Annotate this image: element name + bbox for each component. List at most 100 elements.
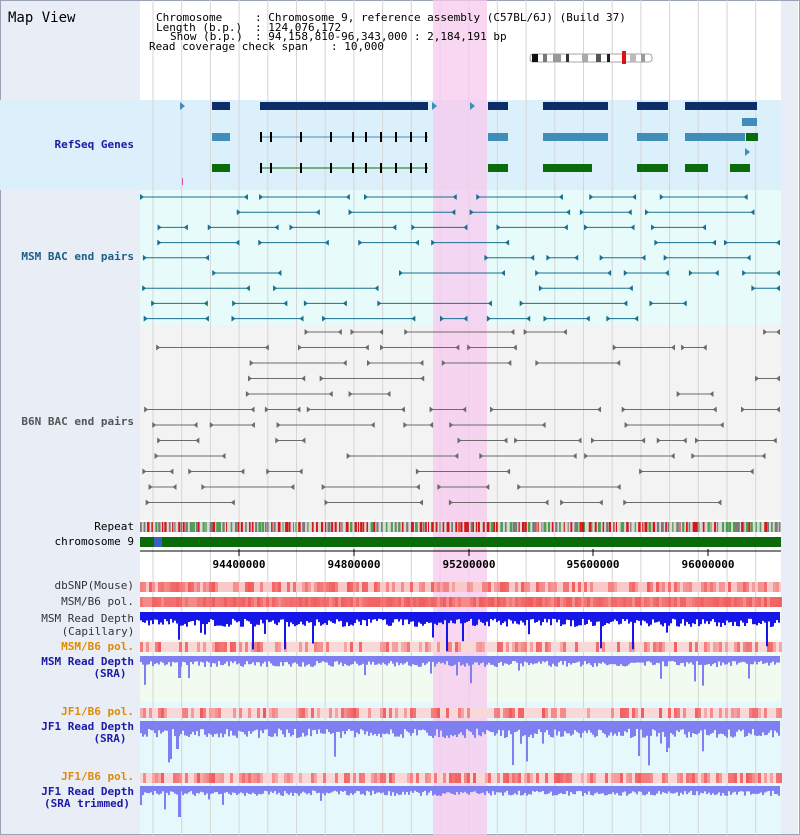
depth-bar	[502, 786, 504, 796]
depth-bar	[618, 612, 620, 625]
depth-bar	[440, 786, 442, 796]
gene-exon-tick	[380, 163, 382, 173]
depth-bar	[642, 721, 644, 738]
repeat-element	[576, 522, 579, 532]
track-label-dbsnp[interactable]: dbSNP(Mouse)	[54, 579, 134, 592]
depth-bar	[162, 612, 164, 625]
chromosome-bar[interactable]	[140, 537, 781, 547]
repeat-element	[588, 522, 591, 532]
heat-cell	[272, 597, 275, 607]
track-label-jf1-b6-pol-2[interactable]: JF1/B6 pol.	[61, 770, 134, 783]
repeat-element	[316, 522, 318, 532]
heat-cell	[407, 597, 410, 607]
depth-bar	[670, 656, 672, 662]
heat-cell	[557, 597, 560, 607]
heat-cell	[431, 597, 434, 607]
bac-end-arrow	[245, 285, 250, 292]
depth-bar	[772, 612, 774, 627]
heat-cell	[644, 642, 647, 652]
heat-cell	[626, 773, 629, 783]
depth-bar	[538, 612, 540, 621]
depth-bar	[762, 786, 764, 796]
depth-bar	[420, 721, 422, 731]
depth-bar	[218, 656, 220, 662]
depth-bar	[564, 612, 566, 625]
heat-cell	[275, 773, 278, 783]
track-label-repeat[interactable]: Repeat	[94, 520, 134, 533]
heat-cell	[275, 597, 278, 607]
repeat-element	[656, 522, 660, 532]
track-label-jf1-depth-sra[interactable]: JF1 Read Depth	[41, 720, 134, 733]
heat-cell	[167, 597, 170, 607]
heat-cell	[389, 773, 392, 783]
depth-bar	[590, 721, 592, 733]
refseq-gene-features[interactable]	[180, 102, 758, 185]
depth-bar	[510, 612, 512, 621]
bac-end-arrow	[519, 300, 524, 307]
track-label-refseq[interactable]: RefSeq Genes	[54, 138, 134, 151]
heat-cell	[449, 773, 452, 783]
track-label-msm-bac[interactable]: MSM BAC end pairs	[21, 250, 134, 263]
chromosome-ideogram[interactable]	[529, 51, 653, 64]
b6n-bac-pairs[interactable]	[142, 329, 780, 506]
read-depth-tracks[interactable]	[140, 612, 780, 817]
depth-bar	[320, 786, 322, 801]
depth-bar	[716, 656, 718, 667]
polymorphism-heat-tracks[interactable]	[140, 582, 782, 783]
bac-end-arrow	[645, 209, 649, 216]
track-label-chromosome[interactable]: chromosome 9	[54, 535, 134, 548]
msm-bac-pairs[interactable]	[140, 194, 780, 322]
bac-end-arrow	[535, 270, 540, 276]
heat-cell	[341, 597, 344, 607]
depth-bar	[370, 612, 372, 623]
depth-bar	[412, 656, 414, 665]
track-label-msm-depth-capillary[interactable]: MSM Read Depth	[41, 612, 134, 625]
depth-bar	[616, 721, 618, 736]
repeat-element	[522, 522, 525, 532]
repeat-element	[470, 522, 474, 532]
bac-end-arrow	[437, 484, 442, 490]
bac-end-arrow	[380, 344, 384, 351]
heat-cell	[335, 582, 338, 592]
bac-end-arrow	[205, 254, 209, 261]
repeat-track[interactable]	[140, 522, 781, 532]
depth-bar	[658, 721, 660, 733]
track-label-msm-b6-pol-sra[interactable]: MSM/B6 pol.	[61, 640, 134, 653]
depth-bar	[226, 786, 228, 792]
depth-bar	[558, 656, 560, 663]
depth-bar	[662, 786, 664, 793]
depth-bar	[610, 786, 612, 795]
repeat-element	[240, 522, 243, 532]
depth-bar	[198, 721, 200, 737]
track-label-msm-b6-pol[interactable]: MSM/B6 pol.	[61, 595, 134, 608]
depth-bar	[236, 721, 238, 738]
depth-bar	[250, 656, 252, 665]
track-label-jf1-depth-trimmed[interactable]: JF1 Read Depth	[41, 785, 134, 798]
depth-bar	[424, 721, 426, 731]
heat-cell	[617, 597, 620, 607]
selected-region-highlight[interactable]	[433, 0, 487, 835]
depth-bar	[224, 612, 226, 627]
depth-bar	[588, 656, 590, 664]
depth-bar	[568, 612, 570, 620]
depth-bar	[252, 786, 254, 793]
heat-cell	[164, 597, 167, 607]
depth-bar	[142, 656, 144, 665]
depth-bar	[616, 656, 618, 666]
depth-bar	[626, 721, 628, 733]
depth-bar	[432, 786, 434, 796]
track-label-msm-depth-sra[interactable]: MSM Read Depth	[41, 655, 134, 668]
depth-bar	[700, 721, 702, 731]
gene-exon-block	[637, 164, 668, 172]
gene-exon-block	[212, 133, 230, 141]
track-label-b6n-bac[interactable]: B6N BAC end pairs	[21, 415, 134, 428]
heat-cell	[335, 708, 338, 718]
depth-bar	[386, 721, 388, 734]
depth-bar	[430, 612, 432, 623]
depth-bar	[474, 656, 476, 663]
depth-bar	[712, 656, 714, 665]
repeat-element	[376, 522, 379, 532]
track-label-jf1-b6-pol[interactable]: JF1/B6 pol.	[61, 705, 134, 718]
heat-cell	[467, 582, 470, 592]
